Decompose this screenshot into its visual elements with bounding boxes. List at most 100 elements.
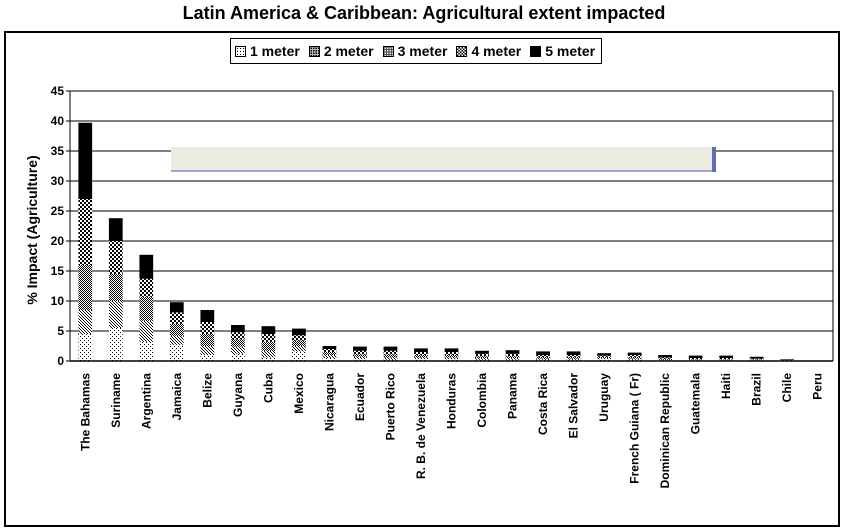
- bar-segment: [139, 320, 154, 342]
- bar-segment: [200, 334, 215, 346]
- bar-segment: [292, 335, 306, 341]
- legend-item: 3 meter: [382, 43, 447, 59]
- bar-segment: [261, 326, 276, 334]
- bar-segment: [658, 355, 673, 358]
- bar-segment: [169, 323, 184, 336]
- bar-segment: [749, 358, 764, 360]
- y-tick-label: 5: [57, 324, 64, 338]
- bar-segment: [139, 296, 154, 321]
- chart-legend: 1 meter 2 meter 3 meter 4 meter 5 meter: [230, 38, 603, 64]
- bar-segment: [688, 359, 703, 361]
- x-tick-label: Ecuador: [353, 373, 367, 421]
- bar-segment: [536, 351, 550, 355]
- annotation-edge: [712, 147, 716, 172]
- x-tick-label: French Guiana ( Fr): [628, 373, 642, 484]
- y-tick-label: 35: [51, 144, 65, 158]
- x-tick-label: Colombia: [475, 373, 489, 428]
- bar-segment: [444, 348, 459, 352]
- bar-segment: [78, 265, 93, 310]
- bar-segment: [688, 355, 703, 358]
- bar-segment: [230, 353, 245, 361]
- bar-segment: [169, 302, 184, 313]
- bar-segment: [292, 328, 306, 336]
- bar-segment: [627, 355, 642, 357]
- bar-segment: [322, 352, 337, 355]
- x-tick-label: Haiti: [719, 373, 733, 399]
- bar-segment: [78, 122, 93, 199]
- bar-segment: [353, 350, 367, 355]
- bar-segment: [627, 358, 642, 360]
- y-tick-label: 25: [51, 204, 65, 218]
- bar-segment: [658, 359, 673, 361]
- bar-segment: [566, 356, 581, 359]
- bar-segment: [322, 349, 337, 352]
- x-tick-label: Guyana: [231, 373, 245, 417]
- bar-segment: [383, 354, 398, 358]
- bar-segment: [230, 346, 245, 354]
- bar-segment: [78, 310, 93, 334]
- y-axis-label: % Impact (Agriculture): [24, 155, 40, 305]
- bar-segment: [505, 350, 520, 354]
- bar-segment: [230, 339, 245, 347]
- bar-segment: [139, 254, 154, 279]
- x-tick-label: Uruguay: [597, 373, 611, 422]
- bar-segment: [292, 351, 306, 361]
- y-tick-label: 40: [51, 114, 65, 128]
- legend-label: 1 meter: [250, 43, 300, 59]
- bar-segment: [658, 358, 673, 360]
- bar-segment: [505, 356, 520, 358]
- y-tick-label: 0: [57, 354, 64, 368]
- x-tick-label: El Salvador: [567, 373, 581, 439]
- bar-segment: [444, 352, 459, 355]
- bar-segment: [353, 346, 367, 351]
- legend-swatch: [308, 45, 320, 57]
- bar-segment: [169, 335, 184, 345]
- bar-segment: [322, 355, 337, 358]
- y-tick-label: 45: [51, 84, 65, 98]
- bar-segment: [688, 358, 703, 360]
- bar-segment: [536, 355, 550, 357]
- bar-segment: [566, 351, 581, 355]
- bar-segment: [475, 356, 489, 358]
- legend-swatch: [382, 45, 394, 57]
- bar-segment: [749, 356, 764, 359]
- bar-segment: [414, 355, 428, 358]
- bar-segment: [383, 346, 398, 351]
- chart-frame: [4, 31, 840, 527]
- bar-segment: [169, 344, 184, 361]
- legend-swatch: [456, 45, 468, 57]
- bar-segment: [322, 358, 337, 361]
- x-tick-label: Panama: [506, 373, 520, 419]
- bar-segment: [108, 328, 123, 361]
- legend-item: 4 meter: [456, 43, 521, 59]
- annotation-box: [171, 147, 714, 171]
- bar-segment: [597, 359, 611, 361]
- bar-segment: [536, 358, 550, 360]
- bar-segment: [566, 355, 581, 357]
- x-tick-label: Brazil: [750, 373, 764, 406]
- bar-segment: [108, 301, 123, 328]
- bar-segment: [139, 341, 154, 361]
- bar-segment: [353, 354, 367, 357]
- x-tick-label: Jamaica: [170, 373, 184, 421]
- bar-segment: [139, 278, 154, 297]
- x-tick-label: Peru: [811, 373, 825, 400]
- legend-item: 2 meter: [308, 43, 374, 59]
- bar-segment: [444, 355, 459, 358]
- bar-segment: [658, 357, 673, 359]
- bar-segment: [597, 358, 611, 360]
- bar-segment: [627, 352, 642, 355]
- bar-segment: [383, 350, 398, 355]
- bar-segment: [566, 358, 581, 360]
- y-tick-label: 30: [51, 174, 65, 188]
- bar-segment: [597, 353, 611, 356]
- x-tick-label: Argentina: [139, 373, 153, 429]
- bar-segment: [230, 332, 245, 340]
- bar-segment: [230, 325, 245, 333]
- bar-segment: [414, 352, 428, 355]
- bar-segment: [749, 359, 764, 360]
- bar-segment: [322, 346, 337, 349]
- y-tick-label: 10: [51, 294, 65, 308]
- bar-segment: [200, 355, 215, 361]
